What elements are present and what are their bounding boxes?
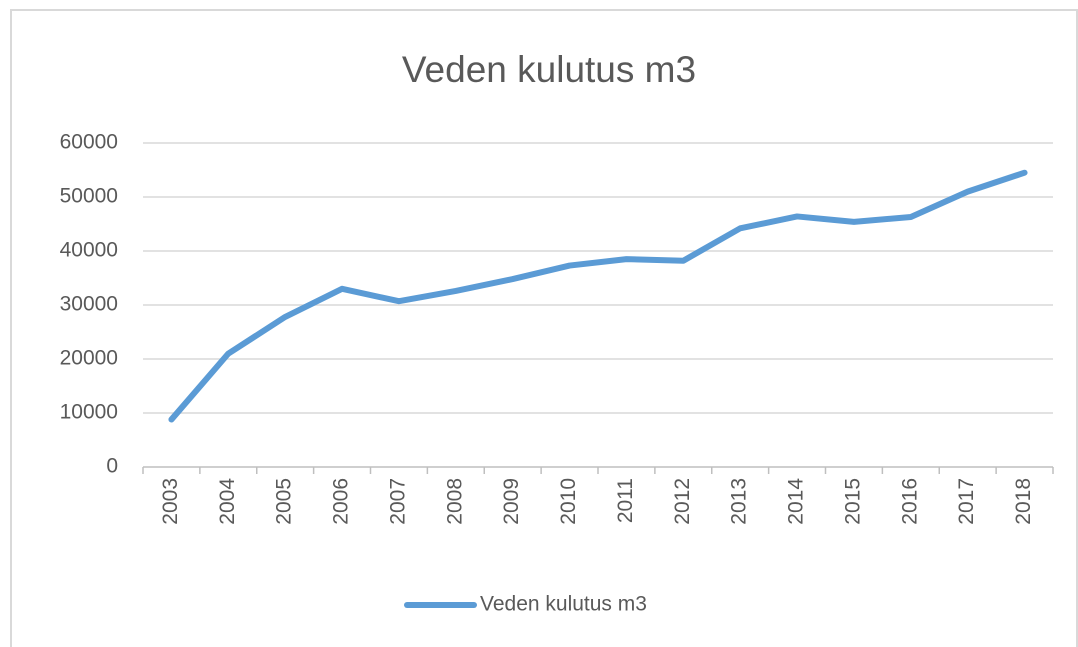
x-tick-label: 2006 — [330, 478, 353, 525]
x-tick-label: 2010 — [557, 478, 580, 525]
y-tick-label: 40000 — [60, 239, 118, 262]
y-tick-label: 50000 — [60, 185, 118, 208]
x-tick-label: 2008 — [443, 478, 466, 525]
x-tick-label: 2011 — [614, 478, 637, 523]
x-tick-label: 2005 — [273, 478, 296, 525]
x-tick-label: 2014 — [785, 478, 808, 525]
x-tick-label: 2015 — [841, 478, 864, 525]
x-tick-label: 2013 — [728, 478, 751, 525]
legend-label: Veden kulutus m3 — [480, 593, 647, 616]
chart-frame — [10, 9, 1078, 647]
x-tick-label: 2004 — [216, 478, 239, 525]
x-tick-label: 2016 — [898, 478, 921, 525]
x-tick-label: 2007 — [386, 478, 409, 525]
x-tick-label: 2003 — [159, 478, 182, 525]
line-series — [168, 169, 1028, 423]
chart-title: Veden kulutus m3 — [402, 49, 696, 90]
y-tick-label: 60000 — [60, 131, 118, 154]
x-tick-label: 2018 — [1012, 478, 1035, 525]
y-tick-label: 30000 — [60, 293, 118, 316]
x-tick-label: 2012 — [671, 478, 694, 525]
x-tick-label: 2009 — [500, 478, 523, 525]
y-tick-label: 20000 — [60, 347, 118, 370]
y-tick-label: 10000 — [60, 401, 118, 424]
x-tick-label: 2017 — [955, 478, 978, 525]
y-tick-label: 0 — [106, 455, 118, 478]
